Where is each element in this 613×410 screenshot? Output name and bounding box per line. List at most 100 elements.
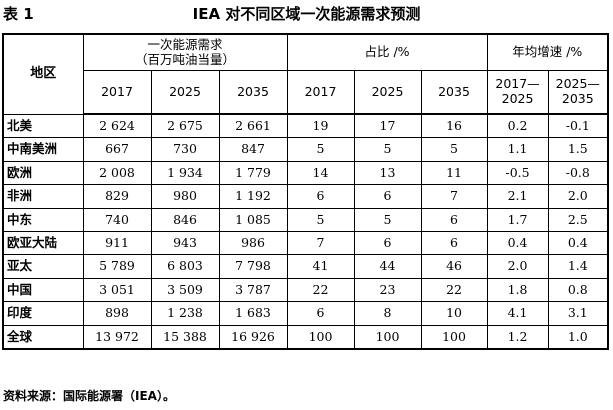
demand-group-header: 一次能源需求 （百万吨油当量） [82,33,288,71]
value-cell-d2025: 846 [150,207,220,232]
year-header-2025: 2025 [150,69,220,115]
value-cell-d2035: 847 [218,137,288,162]
value-cell-s2035: 5 [420,137,488,162]
region-cell: 亚太 [2,254,84,279]
value-cell-d2035: 7 798 [218,254,288,279]
value-cell-s2025: 5 [353,137,422,162]
value-cell-g2: 0.4 [547,230,609,256]
region-cell: 非洲 [2,184,84,209]
value-cell-s2035: 46 [420,254,488,279]
table-row: 中国 3 051 3 509 3 787 22 23 22 1.8 0.8 [2,277,609,303]
growth-group-header: 年均增速 /% [486,33,609,71]
value-cell-d2025: 1 238 [150,301,220,326]
value-cell-d2035: 16 926 [218,324,288,350]
value-cell-d2025: 980 [150,184,220,209]
value-cell-d2017: 829 [82,184,152,209]
value-cell-d2025: 3 509 [150,277,220,303]
value-cell-g2: 0.8 [547,277,609,303]
table-row: 亚太 5 789 6 803 7 798 41 44 46 2.0 1.4 [2,254,609,279]
table-row: 欧亚大陆 911 943 986 7 6 6 0.4 0.4 [2,230,609,256]
value-cell-d2035: 1 085 [218,207,288,232]
region-cell: 全球 [2,324,84,350]
value-cell-s2025: 100 [353,324,422,350]
value-cell-s2017: 6 [286,301,355,326]
value-cell-g2: 3.1 [547,301,609,326]
table-label: 表 1 [3,5,34,23]
region-cell: 中东 [2,207,84,232]
value-cell-s2025: 44 [353,254,422,279]
value-cell-s2017: 41 [286,254,355,279]
table-body: 北美 2 624 2 675 2 661 19 17 16 0.2 -0.1 中南美洲 667 730… [2,113,609,350]
growth-period-header-2: 2025— 2035 [547,69,609,115]
value-cell-g1: 4.1 [486,301,549,326]
region-cell: 欧洲 [2,160,84,186]
value-cell-g1: 2.0 [486,254,549,279]
region-cell: 中国 [2,277,84,303]
value-cell-s2025: 5 [353,207,422,232]
value-cell-s2035: 10 [420,301,488,326]
value-cell-s2017: 22 [286,277,355,303]
year-header-2035: 2035 [218,69,288,115]
value-cell-g2: 1.4 [547,254,609,279]
value-cell-d2017: 2 624 [82,113,152,139]
value-cell-g2: 2.0 [547,184,609,209]
value-cell-d2017: 740 [82,207,152,232]
value-cell-s2025: 23 [353,277,422,303]
value-cell-d2035: 3 787 [218,277,288,303]
value-cell-s2025: 13 [353,160,422,186]
value-cell-s2017: 5 [286,207,355,232]
value-cell-d2025: 2 675 [150,113,220,139]
value-cell-d2017: 898 [82,301,152,326]
value-cell-s2035: 100 [420,324,488,350]
value-cell-g1: 2.1 [486,184,549,209]
table-title: IEA 对不同区域一次能源需求预测 [192,5,421,23]
value-cell-d2035: 1 683 [218,301,288,326]
value-cell-g1: 1.2 [486,324,549,350]
share-year-header-2017: 2017 [286,69,355,115]
value-cell-s2017: 5 [286,137,355,162]
region-cell: 北美 [2,113,84,139]
region-cell: 印度 [2,301,84,326]
value-cell-d2017: 2 008 [82,160,152,186]
value-cell-g2: -0.8 [547,160,609,186]
value-cell-d2017: 13 972 [82,324,152,350]
value-cell-g2: 2.5 [547,207,609,232]
value-cell-s2035: 6 [420,230,488,256]
value-cell-d2017: 5 789 [82,254,152,279]
value-cell-g2: 1.0 [547,324,609,350]
value-cell-s2035: 22 [420,277,488,303]
value-cell-g1: -0.5 [486,160,549,186]
value-cell-d2035: 1 192 [218,184,288,209]
source-note: 资料来源：国际能源署（IEA）。 [3,389,175,403]
share-group-header: 占比 /% [286,33,488,71]
value-cell-g1: 0.4 [486,230,549,256]
table-row: 中东 740 846 1 085 5 5 6 1.7 2.5 [2,207,609,232]
region-header: 地区 [2,33,84,115]
table-row: 全球 13 972 15 388 16 926 100 100 100 1.2 1.0 [2,324,609,350]
value-cell-s2025: 8 [353,301,422,326]
value-cell-g2: 1.5 [547,137,609,162]
year-header-2017: 2017 [82,69,152,115]
table-row: 北美 2 624 2 675 2 661 19 17 16 0.2 -0.1 [2,113,609,139]
share-year-header-2025: 2025 [353,69,422,115]
growth-period-header-1: 2017— 2025 [486,69,549,115]
value-cell-d2035: 986 [218,230,288,256]
value-cell-d2025: 730 [150,137,220,162]
value-cell-s2035: 11 [420,160,488,186]
value-cell-d2017: 911 [82,230,152,256]
value-cell-d2035: 2 661 [218,113,288,139]
value-cell-s2025: 6 [353,184,422,209]
value-cell-s2017: 100 [286,324,355,350]
value-cell-s2017: 7 [286,230,355,256]
value-cell-s2035: 6 [420,207,488,232]
value-cell-s2035: 16 [420,113,488,139]
value-cell-g1: 1.7 [486,207,549,232]
table-row: 印度 898 1 238 1 683 6 8 10 4.1 3.1 [2,301,609,326]
value-cell-s2017: 19 [286,113,355,139]
value-cell-d2017: 667 [82,137,152,162]
value-cell-d2025: 6 803 [150,254,220,279]
energy-demand-table: 地区 一次能源需求 （百万吨油当量） 占比 /% 年均增速 /% 2017 20… [2,33,610,350]
table-row: 欧洲 2 008 1 934 1 779 14 13 11 -0.5 -0.8 [2,160,609,186]
value-cell-d2025: 1 934 [150,160,220,186]
value-cell-g2: -0.1 [547,113,609,139]
